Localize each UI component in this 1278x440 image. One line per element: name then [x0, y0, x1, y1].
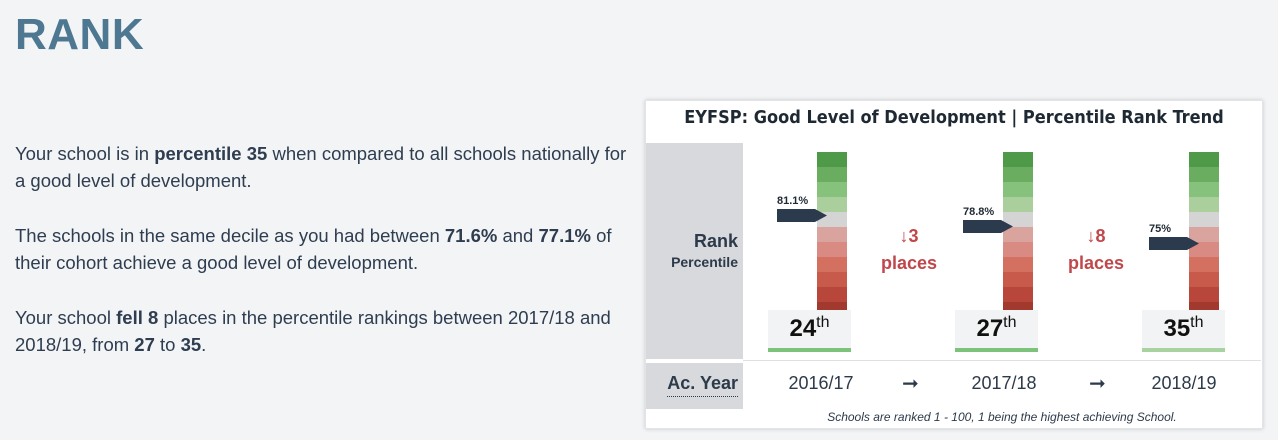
- ladder-segment: [1189, 257, 1219, 272]
- academic-year: 2016/17: [788, 373, 854, 393]
- rank-number: 35: [1163, 315, 1191, 342]
- ladder-segment: [1003, 182, 1033, 197]
- rank-change: ↓3 places: [874, 223, 944, 277]
- ladder-segment: [1189, 272, 1219, 287]
- footnote: Schools are ranked 1 - 100, 1 being the …: [827, 410, 1177, 424]
- change-unit: places: [1067, 253, 1125, 273]
- academic-year: 2018/19: [1151, 373, 1217, 393]
- rank-number: 27: [976, 315, 1004, 342]
- ladder-segment: [817, 287, 847, 302]
- rank-trend-card: EYFSP: Good Level of Development | Perce…: [645, 100, 1263, 429]
- ladder-segment: [1189, 152, 1219, 167]
- percentile-value-label: 81.1%: [777, 194, 809, 207]
- rank-box: 35th: [1142, 310, 1225, 352]
- ladder-segment: [1003, 227, 1033, 242]
- year-arrow-icon: ➞: [902, 373, 919, 395]
- ladder-segment: [1189, 287, 1219, 302]
- rank-suffix: th: [1003, 314, 1017, 331]
- summary-change: Your school fell 8 places in the percent…: [15, 307, 611, 355]
- rank-label: Rank: [693, 231, 738, 251]
- ladder-segment: [1189, 227, 1219, 242]
- ladder-segment: [1003, 167, 1033, 182]
- rank-suffix: th: [1190, 314, 1204, 331]
- year-label-column: Ac. Year: [646, 363, 743, 409]
- ladder-segment: [1003, 287, 1033, 302]
- percentile-pointer-icon: [777, 208, 827, 222]
- change-count: 3: [908, 226, 919, 246]
- ladder-segment: [817, 167, 847, 182]
- percentile-value-label: 75%: [1149, 222, 1172, 235]
- ladder-segment: [817, 227, 847, 242]
- ladder-segment: [1003, 272, 1033, 287]
- ladder-segment: [1003, 197, 1033, 212]
- change-unit: places: [880, 253, 938, 273]
- summary-text: Your school is in percentile 35 when com…: [15, 140, 630, 386]
- percentile-pointer-icon: [1149, 236, 1199, 250]
- rank-box: 27th: [955, 310, 1038, 352]
- ladder-segment: [817, 257, 847, 272]
- summary-percentile: Your school is in percentile 35 when com…: [15, 143, 627, 191]
- ladder-segment: [1003, 257, 1033, 272]
- percentile-pointer-icon: [963, 220, 1013, 234]
- percentile-value-label: 78.8%: [963, 206, 995, 219]
- rank-number: 24: [789, 315, 817, 342]
- summary-decile: The schools in the same decile as you ha…: [15, 225, 612, 273]
- ladder-segment: [1189, 182, 1219, 197]
- ladder-segment: [1189, 242, 1219, 257]
- change-count: 8: [1095, 226, 1106, 246]
- ladder-segment: [1003, 152, 1033, 167]
- rank-label-column: Rank Percentile: [646, 143, 743, 359]
- rank-suffix: th: [816, 314, 830, 331]
- down-arrow-icon: ↓: [899, 226, 909, 246]
- down-arrow-icon: ↓: [1086, 226, 1096, 246]
- ladder-segment: [817, 182, 847, 197]
- ladder-segment: [1189, 212, 1219, 227]
- rank-change: ↓8 places: [1061, 223, 1131, 277]
- percentile-label: Percentile: [671, 254, 738, 270]
- ladder-segment: [1003, 212, 1033, 227]
- academic-year: 2017/18: [971, 373, 1037, 393]
- percentile-ladder: [817, 152, 847, 317]
- rank-box: 24th: [768, 310, 851, 352]
- ladder-segment: [817, 197, 847, 212]
- percentile-ladder: [1189, 152, 1219, 317]
- ladder-segment: [1189, 167, 1219, 182]
- card-title: EYFSP: Good Level of Development | Perce…: [684, 107, 1224, 128]
- ac-year-label[interactable]: Ac. Year: [667, 373, 738, 397]
- page-title: RANK: [15, 10, 145, 59]
- year-arrow-icon: ➞: [1089, 373, 1106, 395]
- row-divider: [743, 360, 1261, 361]
- ladder-segment: [817, 152, 847, 167]
- percentile-ladder: [1003, 152, 1033, 317]
- ladder-segment: [1003, 242, 1033, 257]
- ladder-segment: [817, 272, 847, 287]
- ladder-segment: [1189, 197, 1219, 212]
- ladder-segment: [817, 242, 847, 257]
